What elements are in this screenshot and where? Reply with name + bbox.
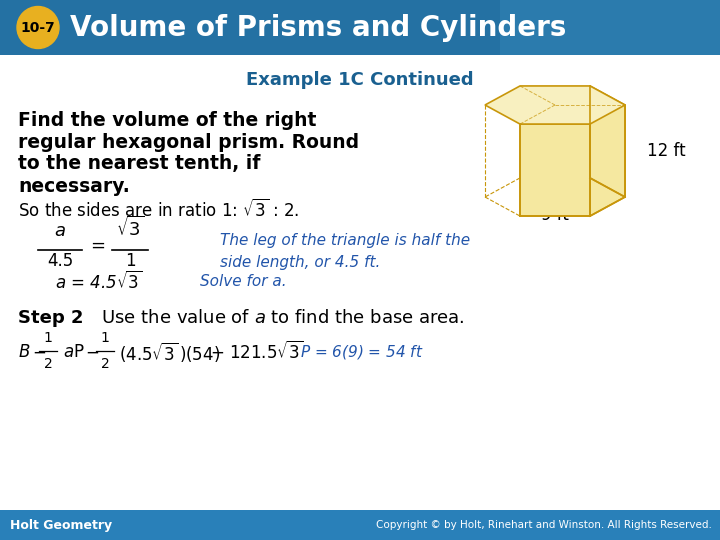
Text: $\sqrt{3}$: $\sqrt{3}$ xyxy=(116,216,144,240)
Text: Use the value of $a$ to find the base area.: Use the value of $a$ to find the base ar… xyxy=(90,309,464,327)
Polygon shape xyxy=(590,105,625,216)
Polygon shape xyxy=(520,124,590,216)
Text: The leg of the triangle is half the: The leg of the triangle is half the xyxy=(220,233,470,247)
Bar xyxy=(0,510,720,540)
Polygon shape xyxy=(485,86,625,124)
Text: $B$: $B$ xyxy=(18,343,30,361)
Text: 2: 2 xyxy=(44,357,53,371)
Text: Example 1C Continued: Example 1C Continued xyxy=(246,71,474,89)
Text: $(4.5\sqrt{3}\,)(54)$: $(4.5\sqrt{3}\,)(54)$ xyxy=(119,340,220,364)
Circle shape xyxy=(17,6,59,49)
Text: $-$ 121.5$\sqrt{3}$: $-$ 121.5$\sqrt{3}$ xyxy=(210,341,303,363)
Text: $-$: $-$ xyxy=(85,343,99,361)
Text: Step 2: Step 2 xyxy=(18,309,84,327)
Polygon shape xyxy=(590,86,625,197)
Text: $a$: $a$ xyxy=(54,222,66,240)
Text: Copyright © by Holt, Rinehart and Winston. All Rights Reserved.: Copyright © by Holt, Rinehart and Winsto… xyxy=(376,520,712,530)
Text: 12 ft: 12 ft xyxy=(647,142,685,160)
Text: 1: 1 xyxy=(44,331,53,345)
Text: $a$P: $a$P xyxy=(63,343,85,361)
Text: =: = xyxy=(91,237,106,255)
Text: So the sides are in ratio $1$: $\sqrt{3}$ : $2$.: So the sides are in ratio $1$: $\sqrt{3}… xyxy=(18,199,300,221)
Text: side length, or 4.5 ft.: side length, or 4.5 ft. xyxy=(220,254,380,269)
Text: regular hexagonal prism. Round: regular hexagonal prism. Round xyxy=(18,132,359,152)
Text: 10-7: 10-7 xyxy=(21,21,55,35)
Text: Holt Geometry: Holt Geometry xyxy=(10,518,112,531)
Text: 2: 2 xyxy=(101,357,109,371)
Text: Solve for a.: Solve for a. xyxy=(200,274,287,289)
Text: 1: 1 xyxy=(125,252,135,270)
Text: 1: 1 xyxy=(101,331,109,345)
Text: 9 ft: 9 ft xyxy=(541,206,569,224)
Text: $P$ = 6(9) = 54 ft: $P$ = 6(9) = 54 ft xyxy=(300,343,423,361)
Text: to the nearest tenth, if: to the nearest tenth, if xyxy=(18,154,261,173)
Text: $a$ = 4.5$\sqrt{3}$: $a$ = 4.5$\sqrt{3}$ xyxy=(55,271,143,293)
Text: Volume of Prisms and Cylinders: Volume of Prisms and Cylinders xyxy=(70,14,567,42)
Bar xyxy=(0,0,720,55)
Text: 4.5: 4.5 xyxy=(47,252,73,270)
Bar xyxy=(500,0,720,55)
Text: necessary.: necessary. xyxy=(18,177,130,195)
Text: $-$: $-$ xyxy=(32,343,46,361)
Text: Find the volume of the right: Find the volume of the right xyxy=(18,111,316,130)
